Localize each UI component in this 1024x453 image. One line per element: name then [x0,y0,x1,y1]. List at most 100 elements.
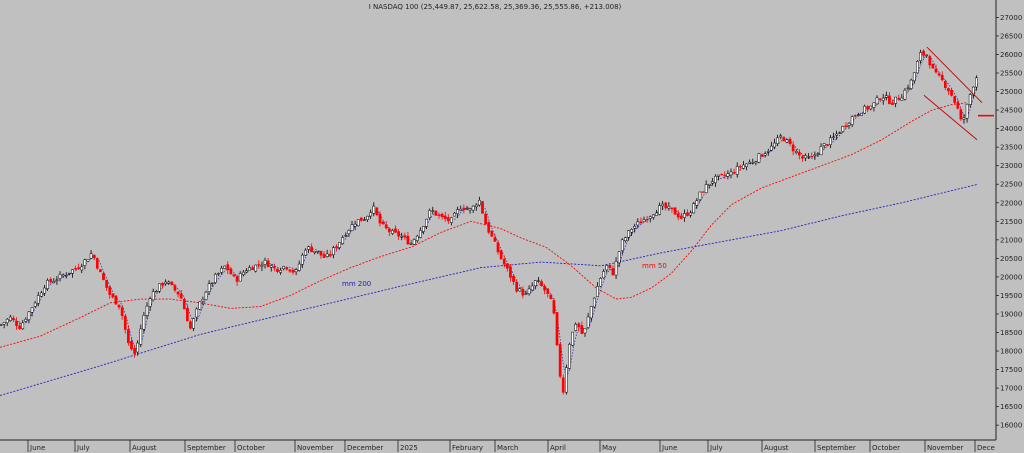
trend-channel-upper [926,46,983,103]
candle-body [773,142,776,148]
candle-body [176,291,180,295]
candle-body [288,269,292,272]
candle-body [378,213,382,224]
y-tick-label: 23500 [1000,144,1022,152]
candle-body [533,280,537,287]
y-tick-label: 22000 [1000,199,1022,207]
x-tick-label: Dece [977,444,995,452]
candle-body [813,154,817,157]
candle-body [891,102,894,105]
candle-body [863,105,866,114]
candle-body [359,217,363,221]
candle-body [558,344,562,377]
candle-body [875,97,879,105]
candle-body [565,367,568,393]
candle-body [751,162,755,164]
candle-body [322,254,326,258]
candle-body [52,281,56,284]
candle-body [105,279,108,288]
candle-body [397,231,400,237]
candle-body [67,272,71,275]
candle-body [61,274,65,277]
candle-body [611,268,615,276]
candle-body [384,224,388,229]
candle-body [975,77,978,88]
candle-body [490,230,494,237]
candle-body [509,266,512,278]
candle-body [158,283,161,292]
candle-body [642,219,646,223]
y-tick-label: 24500 [1000,107,1022,115]
candle-body [238,273,242,282]
candle-body [673,207,677,215]
candle-body [142,315,146,330]
candle-body [391,230,394,234]
candle-body [123,315,127,330]
candle-body [369,212,373,217]
candle-body [645,219,649,221]
candle-body [686,212,689,216]
candle-body [738,166,742,168]
candle-body [701,191,705,193]
candle-body [707,183,711,186]
chart-title: I NASDAQ 100 (25,449.87, 25,622.58, 25,3… [369,3,622,11]
x-tick-label: December [347,444,383,452]
candle-body [192,318,195,329]
candle-body [897,97,901,100]
candle-body [853,115,857,117]
candle-body [953,96,957,103]
candle-body [776,137,779,144]
candle-body [912,72,916,82]
candle-body [114,295,118,305]
candle-body [711,181,714,184]
x-tick-label: November [927,444,964,452]
candle-body [366,215,369,221]
candle-body [83,259,87,266]
candle-body [546,288,550,294]
candle-body [583,328,587,334]
candle-body [822,143,826,146]
candle-body [580,325,584,334]
candle-body [440,213,444,218]
candle-body [636,221,640,226]
candle-body [350,224,354,231]
candle-body [0,324,3,326]
candle-body [92,255,96,259]
y-tick-label: 19000 [1000,310,1022,318]
y-tick-label: 21500 [1000,218,1022,226]
candle-body [791,144,795,152]
candle-body [872,102,876,108]
candle-body [670,207,674,209]
candle-body [561,377,565,393]
candle-body [723,174,727,177]
candle-body [55,279,59,281]
candle-body [816,153,820,155]
candle-body [291,269,295,273]
candle-body [971,86,975,96]
candle-body [664,202,668,209]
candle-body [884,95,888,98]
candle-body [450,217,453,223]
candle-body [282,266,286,270]
candle-body [226,264,230,271]
x-tick-label: 2025 [400,444,418,452]
y-axis-ticks: 16000 16500 17000 17500 18000 18500 19000 19500… [996,14,1022,430]
candle-body [847,123,851,126]
candle-body [139,328,143,345]
candle-body [698,191,702,200]
candle-body [683,213,686,218]
candle-body [232,274,236,277]
candle-body [223,265,227,269]
candle-body [633,226,637,229]
candle-body [257,264,261,266]
candle-body [8,316,12,321]
candle-body [182,299,186,310]
candle-body [201,298,205,302]
candle-body [213,274,217,283]
candle-body [530,285,534,291]
moving-average-50-layer [0,102,967,348]
candle-body [49,278,53,283]
candle-body [425,218,428,227]
candle-body [648,216,652,219]
